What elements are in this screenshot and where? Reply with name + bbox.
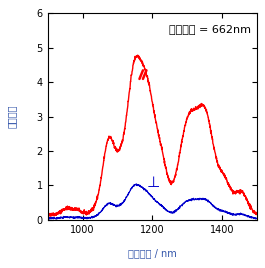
Text: 励起波長 = 662nm: 励起波長 = 662nm <box>169 24 251 34</box>
Text: $\bot$: $\bot$ <box>144 175 161 190</box>
Text: 発光強度: 発光強度 <box>7 105 17 128</box>
Text: 発光波長 / nm: 発光波長 / nm <box>128 248 177 258</box>
